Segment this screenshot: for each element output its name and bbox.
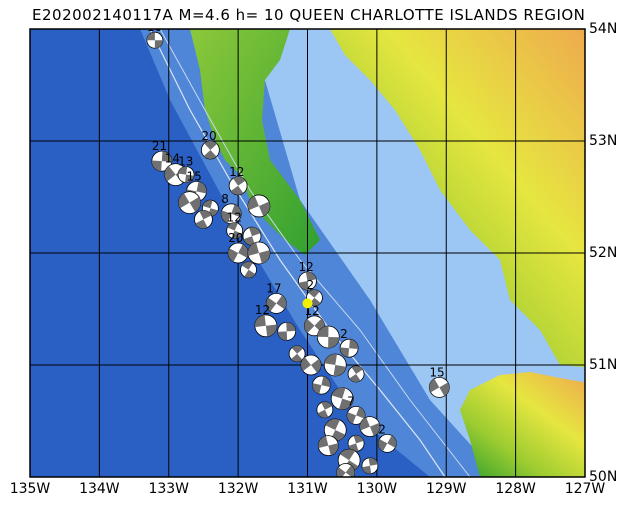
focal-mechanism-beachball[interactable] (242, 226, 262, 246)
focal-mechanism-beachball[interactable]: 20 (200, 129, 220, 160)
focal-mechanism-beachball[interactable] (359, 416, 381, 438)
highlight-event-marker[interactable] (302, 298, 313, 309)
depth-label: 20 (201, 129, 216, 143)
trench-line-2 (159, 29, 471, 477)
longitude-label: 135W (9, 481, 51, 497)
focal-mechanism-beachball[interactable] (317, 435, 339, 457)
depth-label: 15 (187, 169, 202, 183)
focal-mechanism-beachball[interactable]: 2 (377, 422, 397, 453)
depth-label: 17 (266, 281, 281, 295)
focal-mechanism-beachball[interactable]: 12 (226, 211, 244, 240)
focal-mechanism-beachball[interactable]: 15 (428, 365, 450, 398)
depth-label: 15 (429, 365, 444, 379)
longitude-label: 128W (495, 481, 536, 497)
depth-label: 12 (255, 303, 270, 317)
focal-mechanism-beachball[interactable] (336, 463, 356, 482)
focal-mechanism-beachball[interactable] (247, 241, 271, 265)
depth-label: 12 (229, 165, 244, 179)
focal-mechanism-beachball[interactable]: 13 (177, 155, 195, 184)
focal-mechanism-beachball[interactable]: 12 (298, 260, 317, 291)
latitude-label: 52N (589, 245, 618, 261)
focal-mechanism-beachball[interactable] (194, 209, 213, 229)
depth-label: 7 (347, 394, 355, 408)
latitude-label: 51N (589, 357, 618, 373)
longitude-label: 127W (564, 481, 606, 497)
focal-mechanism-beachball[interactable]: 17 (265, 281, 287, 314)
haida-gwaii (190, 29, 320, 255)
longitude-label: 129W (425, 481, 467, 497)
longitude-label: 132W (217, 481, 259, 497)
focal-mechanism-beachball[interactable] (330, 387, 354, 411)
depth-label: 8 (221, 192, 229, 206)
focal-mechanism-beachball[interactable] (316, 401, 334, 419)
depth-label: 12 (227, 211, 242, 225)
latitude-label: 53N (589, 133, 618, 149)
depth-label: 13 (178, 155, 193, 169)
map-frame (29, 28, 586, 478)
focal-mechanism-beachball[interactable] (347, 365, 365, 383)
latitude-label: 50N (589, 469, 618, 485)
focal-mechanism-beachball[interactable] (178, 191, 201, 215)
focal-mechanism-beachball[interactable] (240, 261, 257, 279)
longitude-label: 133W (148, 481, 190, 497)
focal-mechanism-beachball[interactable] (311, 375, 331, 395)
focal-mechanism-beachball[interactable]: 20 (227, 231, 249, 264)
mainland-coast (330, 29, 585, 368)
depth-label: 20 (228, 231, 243, 245)
map-title: E202002140117A M=4.6 h= 10 QUEEN CHARLOT… (32, 6, 586, 24)
depth-label: 12 (299, 260, 314, 274)
depth-label: 21 (152, 139, 167, 153)
longitude-label: 131W (287, 481, 328, 497)
focal-mechanism-beachball[interactable] (316, 325, 340, 349)
vancouver-island (460, 372, 585, 477)
focal-mechanism-beachball[interactable]: 10 (146, 20, 164, 49)
focal-mechanism-beachball[interactable]: 21 (151, 139, 173, 172)
focal-mechanism-beachball[interactable]: 12 (228, 165, 248, 196)
depth-label: 2 (306, 278, 314, 292)
focal-mechanism-beachball[interactable] (300, 354, 322, 376)
focal-mechanism-beachball[interactable]: 7 (346, 394, 366, 425)
focal-mechanism-beachball[interactable]: 8 (220, 192, 242, 225)
depth-label: 14 (165, 152, 180, 166)
focal-mechanism-beachball[interactable] (288, 345, 306, 363)
focal-mechanism-beachball[interactable] (323, 353, 347, 377)
longitude-label: 134W (79, 481, 120, 497)
focal-mechanism-beachball[interactable]: 12 (254, 303, 278, 338)
focal-mechanism-beachball[interactable]: 2 (339, 327, 359, 358)
focal-mechanism-beachball[interactable] (247, 194, 271, 218)
latitude-label: 54N (589, 21, 618, 37)
depth-label: 2 (340, 327, 348, 341)
depth-label: 10 (147, 20, 162, 34)
depth-label: 2 (378, 422, 386, 436)
longitude-label: 130W (356, 481, 398, 497)
trench-line (149, 29, 446, 477)
focal-mechanism-beachball[interactable] (361, 457, 379, 475)
focal-mechanism-beachball[interactable] (277, 321, 297, 341)
